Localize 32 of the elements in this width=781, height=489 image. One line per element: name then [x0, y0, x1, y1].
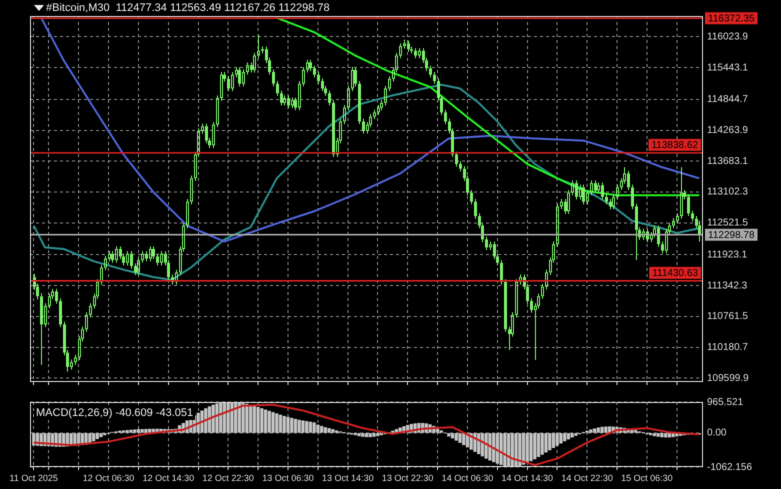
x-tick-label: 13 Oct 22:30 [382, 472, 434, 483]
x-tick-label: 11 Oct 2025 [10, 472, 58, 483]
y-tick-label: 0.00 [707, 428, 727, 439]
y-tick-label: 112521.5 [707, 218, 748, 229]
ref-line-label: 112298.78 [708, 230, 755, 241]
y-tick-label: 110761.5 [707, 311, 748, 322]
ref-line-label: 116372.35 [708, 13, 755, 24]
x-tick-label: 12 Oct 22:30 [202, 472, 254, 483]
ref-line-label: 111430.63 [652, 268, 698, 280]
y-tick-label: 965.521 [707, 396, 744, 408]
y-tick-label: -1062.156 [707, 462, 752, 473]
ref-line-label: 113838.62 [651, 140, 698, 152]
y-tick-label: 111342.3 [707, 280, 748, 292]
y-tick-label: 113683.1 [707, 156, 748, 167]
y-tick-label: 113102.3 [707, 186, 748, 198]
chart-title: #Bitcoin,M30 112477.34 112563.49 112167.26 112298.78 [46, 2, 330, 14]
y-tick-label: 111923.1 [707, 249, 748, 260]
x-tick-label: 13 Oct 14:30 [322, 472, 374, 483]
y-tick-label: 116023.9 [707, 31, 748, 42]
x-tick-label: 15 Oct 06:30 [621, 472, 673, 483]
x-tick-label: 14 Oct 22:30 [561, 472, 613, 483]
y-tick-label: 110180.7 [707, 342, 748, 354]
y-tick-label: 109599.9 [707, 372, 750, 384]
x-tick-label: 12 Oct 14:30 [142, 472, 194, 483]
y-tick-label: 114844.7 [707, 94, 748, 106]
x-tick-label: 14 Oct 14:30 [502, 472, 554, 483]
x-tick-label: 14 Oct 06:30 [442, 472, 494, 483]
x-tick-label: 12 Oct 06:30 [82, 472, 134, 483]
text: MACD(12,26,9) -40.609 -43.051 [36, 407, 194, 420]
y-tick-label: 115443.1 [707, 62, 748, 74]
x-tick-label: 13 Oct 06:30 [262, 472, 314, 483]
y-tick-label: 114263.9 [707, 125, 748, 136]
